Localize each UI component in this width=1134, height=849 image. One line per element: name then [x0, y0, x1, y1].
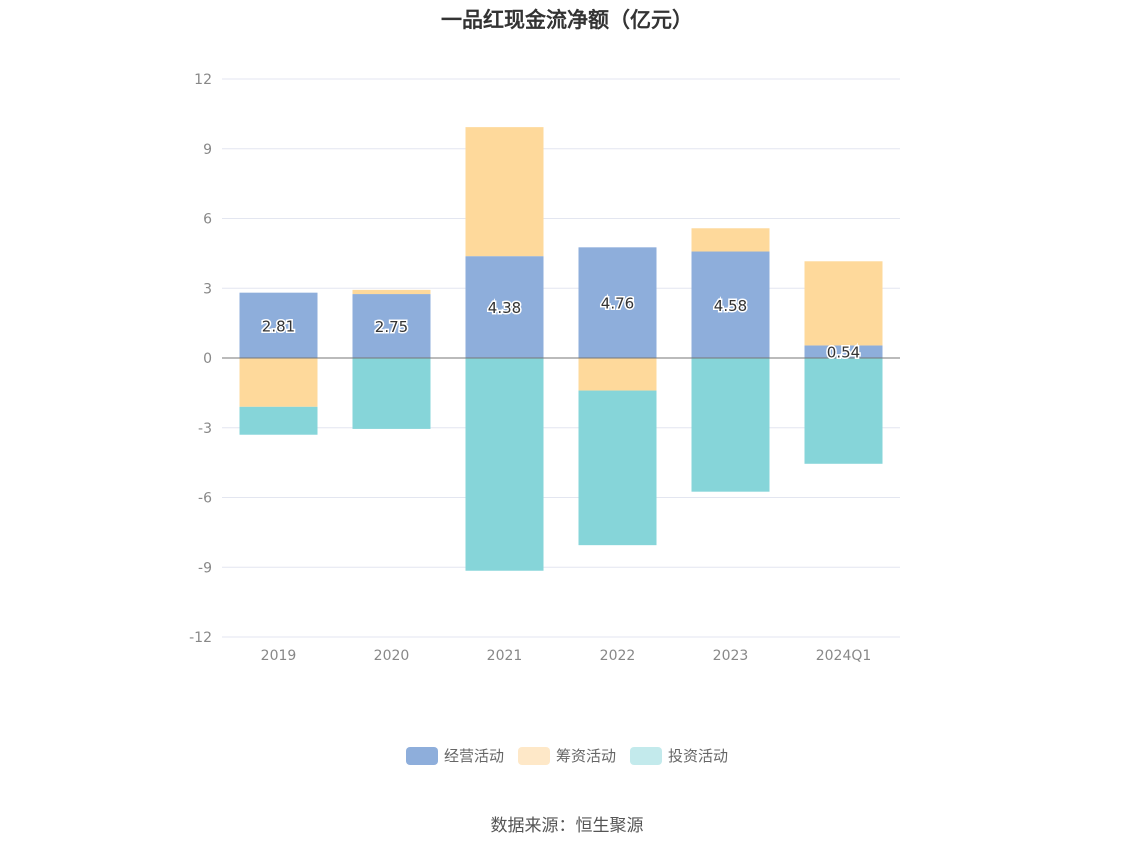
- bar-1-2024Q1: [804, 261, 883, 346]
- y-tick-label: -6: [198, 491, 212, 507]
- legend-label-financing: 筹资活动: [555, 747, 616, 765]
- data-label: 4.58: [714, 297, 747, 315]
- legend-item-investing[interactable]: 投资活动: [630, 745, 728, 766]
- y-tick-label: 3: [203, 281, 212, 297]
- x-tick-label: 2020: [374, 648, 410, 664]
- y-tick-label: -3: [198, 421, 212, 437]
- bar-1-2020: [352, 289, 431, 295]
- y-tick-label: 0: [203, 351, 212, 367]
- y-tick-label: 12: [194, 72, 212, 88]
- y-tick-label: 6: [203, 212, 212, 228]
- bar-2-2019: [239, 406, 318, 435]
- bar-0-2023: [691, 251, 770, 358]
- legend-item-financing[interactable]: 筹资活动: [517, 745, 616, 766]
- legend-swatch-investing: [630, 746, 662, 765]
- legend-item-operating[interactable]: 经营活动: [405, 745, 504, 766]
- x-tick-label: 2022: [600, 648, 636, 664]
- x-tick-label: 2019: [261, 648, 297, 664]
- bar-0-2024Q1: [804, 345, 883, 358]
- bar-1-2019: [239, 358, 318, 407]
- y-tick-label: 9: [203, 142, 212, 158]
- legend-label-operating: 经营活动: [443, 747, 504, 765]
- x-tick-label: 2023: [713, 648, 749, 664]
- legend-label-investing: 投资活动: [668, 747, 729, 765]
- bar-2-2020: [352, 358, 431, 429]
- bar-0-2020: [352, 294, 431, 358]
- data-label: 2.81: [262, 317, 295, 335]
- legend-swatch-financing: [517, 746, 550, 765]
- bar-0-2019: [239, 292, 318, 358]
- bar-2-2021: [465, 358, 544, 571]
- data-label: 4.38: [488, 299, 521, 317]
- bar-0-2021: [465, 256, 544, 358]
- chart-title: 一品红现金流净额（亿元）: [441, 8, 693, 32]
- data-label: 0.54: [827, 344, 860, 362]
- bar-1-2021: [465, 127, 544, 257]
- x-tick-label: 2021: [487, 648, 523, 664]
- bar-2-2022: [578, 390, 657, 546]
- bar-1-2022: [578, 358, 657, 391]
- x-tick-label: 2024Q1: [816, 648, 872, 664]
- bar-0-2022: [578, 247, 657, 358]
- data-label: 4.76: [601, 295, 634, 313]
- bar-2-2023: [691, 358, 770, 492]
- data-label: 2.75: [375, 318, 408, 336]
- y-tick-label: -12: [189, 630, 212, 646]
- data-source-note: 数据来源：恒生聚源: [490, 816, 644, 836]
- bar-1-2023: [691, 228, 770, 252]
- stacked-bar-chart: 12 9 6 3 0 -3 -6 -9 -12 2019 2020 2021 2022 2023 2024Q…: [189, 72, 900, 664]
- y-tick-label: -9: [198, 560, 212, 576]
- legend-swatch-operating: [405, 746, 438, 765]
- bar-2-2024Q1: [804, 358, 883, 464]
- legend: 经营活动 筹资活动 投资活动: [0, 745, 1134, 766]
